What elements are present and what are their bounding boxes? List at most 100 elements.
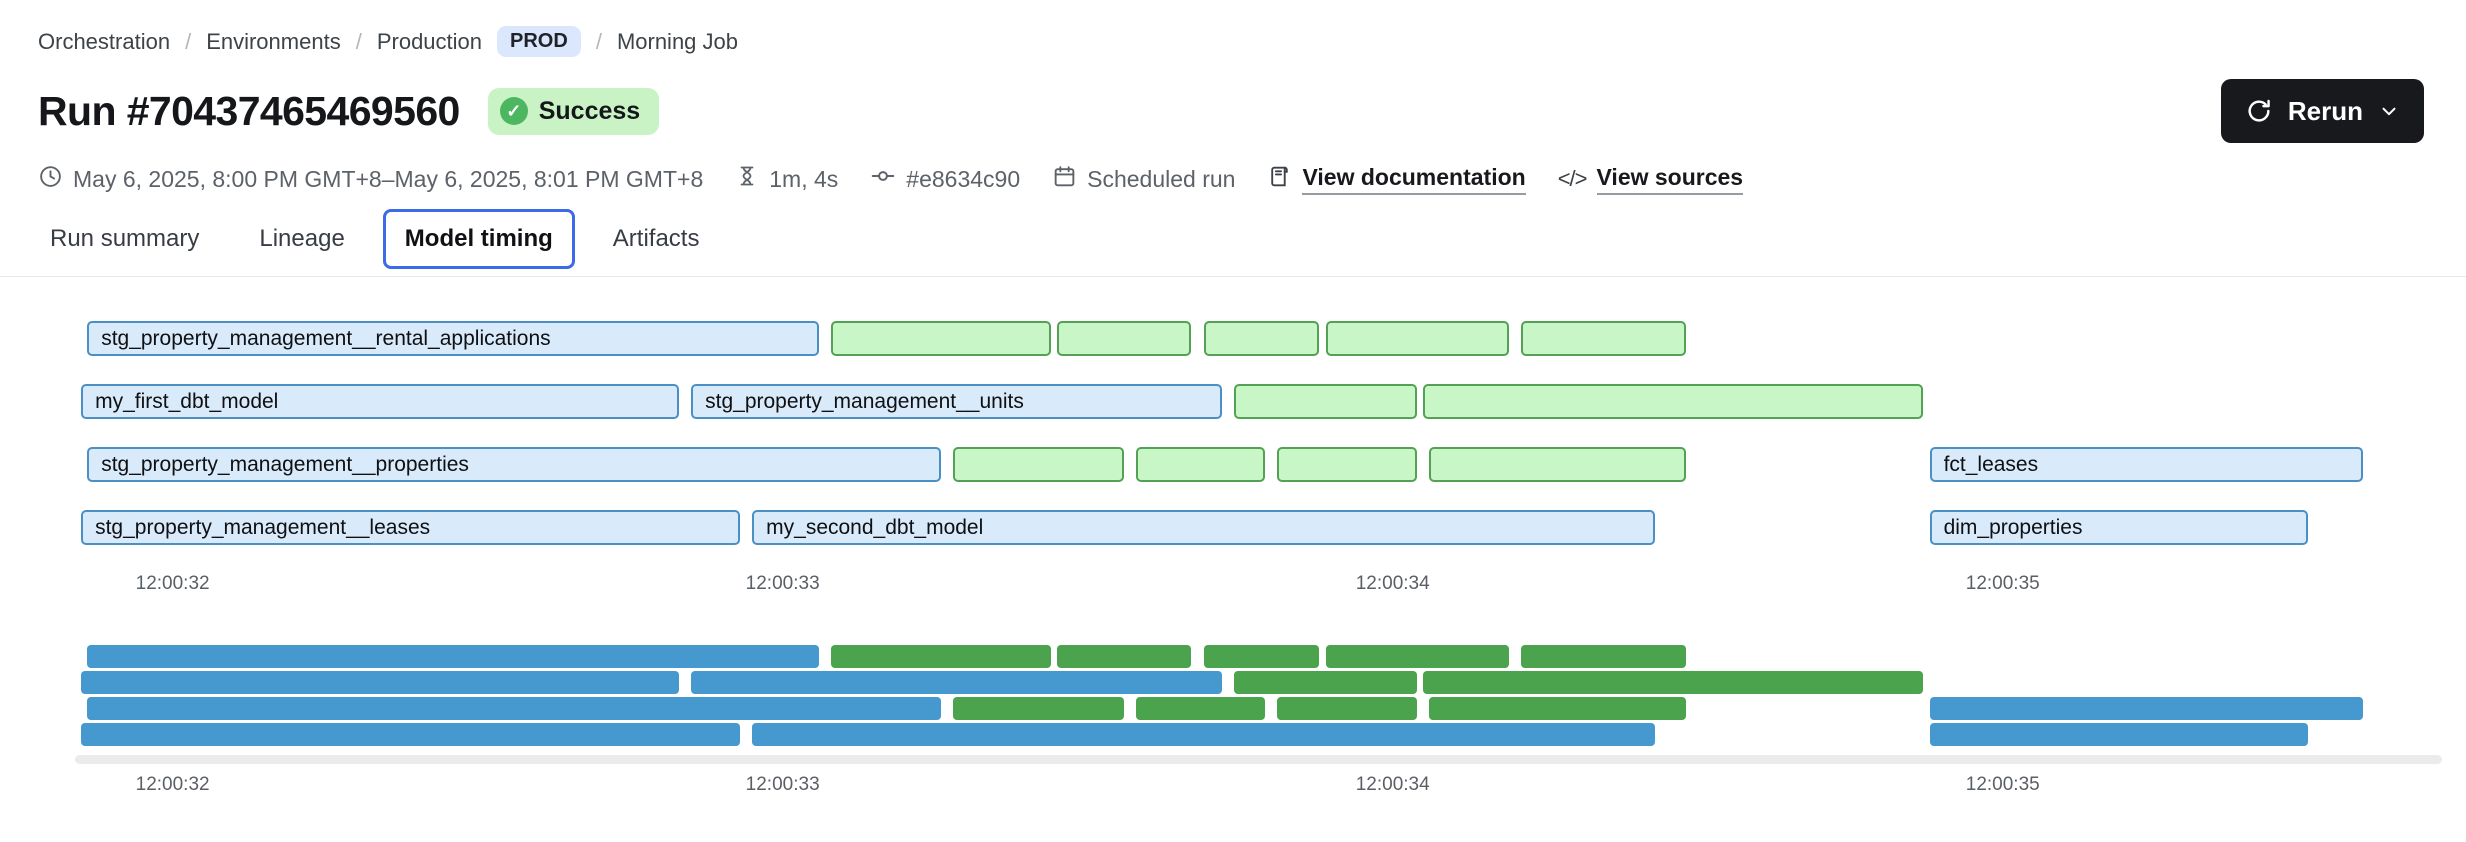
run-metadata: May 6, 2025, 8:00 PM GMT+8–May 6, 2025, … [0, 143, 2466, 195]
run-trigger: Scheduled run [1052, 164, 1235, 195]
rerun-button[interactable]: Rerun [2220, 79, 2424, 143]
minimap-model-bar[interactable] [691, 671, 1222, 694]
chevron-down-icon[interactable] [2378, 100, 2400, 122]
time-tick-label: 12:00:32 [135, 774, 210, 795]
step-bar[interactable] [1234, 384, 1418, 419]
tab-bar: Run summary Lineage Model timing Artifac… [0, 195, 2466, 277]
tab-model-timing[interactable]: Model timing [382, 209, 575, 269]
step-bar[interactable] [1136, 447, 1265, 482]
minimap-step-bar[interactable] [1276, 697, 1418, 720]
time-tick-label: 12:00:34 [1355, 774, 1430, 795]
breadcrumb-production[interactable]: Production [376, 28, 483, 54]
rerun-label: Rerun [2287, 95, 2363, 126]
title-group: Run #70437465469560 ✓ Success [38, 87, 660, 135]
step-bar[interactable] [831, 321, 1052, 356]
view-sources-label: View sources [1596, 164, 1744, 195]
minimap-model-bar[interactable] [1929, 697, 2363, 720]
step-bar[interactable] [1429, 447, 1686, 482]
model-bar-label: stg_property_management__units [705, 389, 1024, 413]
minimap-row [75, 697, 2442, 720]
minimap-model-bar[interactable] [752, 723, 1655, 746]
time-tick-label: 12:00:32 [135, 573, 210, 594]
clock-icon [38, 164, 63, 195]
model-bar[interactable]: my_second_dbt_model [752, 510, 1655, 545]
time-tick-label: 12:00:33 [745, 774, 820, 795]
model-bar-label: stg_property_management__rental_applicat… [101, 326, 551, 350]
model-bar[interactable]: dim_properties [1929, 510, 2308, 545]
minimap-model-bar[interactable] [87, 645, 820, 668]
run-time-range: May 6, 2025, 8:00 PM GMT+8–May 6, 2025, … [38, 164, 703, 195]
minimap-row [75, 671, 2442, 694]
run-trigger-label: Scheduled run [1087, 165, 1236, 192]
hourglass-icon [735, 164, 759, 194]
view-documentation-label: View documentation [1302, 164, 1526, 195]
minimap-step-bar[interactable] [1325, 645, 1509, 668]
refresh-icon [2245, 97, 2273, 125]
environment-badge: PROD [497, 26, 581, 57]
time-axis-top: 12:00:32 12:00:33 12:00:34 12:00:35 [75, 573, 2442, 599]
calendar-icon [1052, 164, 1077, 195]
commit-hash-label: #e8634c90 [906, 165, 1021, 192]
model-bar-label: my_first_dbt_model [95, 389, 279, 413]
model-bar[interactable]: stg_property_management__units [691, 384, 1222, 419]
view-sources-link[interactable]: </> View sources [1558, 164, 1744, 195]
breadcrumb-environments[interactable]: Environments [206, 28, 341, 54]
step-bar[interactable] [953, 447, 1125, 482]
minimap-model-bar[interactable] [1929, 723, 2308, 746]
gantt-row: stg_property_management__leases my_second… [75, 510, 2442, 545]
minimap-step-bar[interactable] [831, 645, 1052, 668]
step-bar[interactable] [1057, 321, 1192, 356]
model-bar[interactable]: fct_leases [1929, 447, 2363, 482]
minimap-model-bar[interactable] [81, 723, 740, 746]
run-duration-label: 1m, 4s [769, 165, 839, 192]
step-bar[interactable] [1520, 321, 1686, 356]
minimap-step-bar[interactable] [1234, 671, 1418, 694]
step-bar[interactable] [1203, 321, 1320, 356]
minimap-step-bar[interactable] [1429, 697, 1686, 720]
tab-lineage[interactable]: Lineage [259, 225, 345, 252]
gantt-row: stg_property_management__rental_applicat… [75, 321, 2442, 356]
model-bar-label: fct_leases [1943, 452, 2039, 476]
breadcrumb-morning-job[interactable]: Morning Job [616, 28, 739, 54]
gantt-row: stg_property_management__properties fct_l… [75, 447, 2442, 482]
page-title: Run #70437465469560 [38, 87, 460, 134]
check-icon: ✓ [499, 97, 528, 125]
time-tick-label: 12:00:35 [1965, 573, 2040, 594]
breadcrumb-orchestration[interactable]: Orchestration [38, 28, 171, 54]
tab-run-summary[interactable]: Run summary [50, 225, 200, 252]
step-bar[interactable] [1276, 447, 1418, 482]
model-bar-label: my_second_dbt_model [766, 515, 984, 539]
tab-artifacts[interactable]: Artifacts [612, 225, 700, 252]
breadcrumb: Orchestration / Environments / Productio… [0, 0, 2466, 57]
step-bar[interactable] [1423, 384, 1924, 419]
time-tick-label: 12:00:33 [745, 573, 820, 594]
minimap-row [75, 723, 2442, 746]
minimap-step-bar[interactable] [1520, 645, 1686, 668]
minimap-step-bar[interactable] [1057, 645, 1192, 668]
minimap-step-bar[interactable] [1423, 671, 1924, 694]
model-bar[interactable]: stg_property_management__leases [81, 510, 740, 545]
model-bar-label: stg_property_management__properties [101, 452, 469, 476]
breadcrumb-separator: / [355, 28, 362, 54]
view-documentation-link[interactable]: View documentation [1267, 164, 1526, 195]
minimap-model-bar[interactable] [87, 697, 942, 720]
minimap-row [75, 645, 2442, 668]
minimap-scrollbar[interactable] [75, 755, 2442, 764]
model-timing-panel: stg_property_management__rental_applicat… [75, 321, 2442, 800]
run-time-range-label: May 6, 2025, 8:00 PM GMT+8–May 6, 2025, … [73, 165, 704, 192]
time-tick-label: 12:00:34 [1355, 573, 1430, 594]
status-badge: ✓ Success [487, 87, 660, 135]
gantt-row: my_first_dbt_model stg_property_managemen… [75, 384, 2442, 419]
model-bar[interactable]: stg_property_management__rental_applicat… [87, 321, 820, 356]
time-tick-label: 12:00:35 [1965, 774, 2040, 795]
commit-icon [870, 163, 896, 195]
minimap-step-bar[interactable] [953, 697, 1125, 720]
minimap-step-bar[interactable] [1203, 645, 1320, 668]
time-axis-bottom: 12:00:32 12:00:33 12:00:34 12:00:35 [75, 774, 2442, 800]
model-bar-label: stg_property_management__leases [95, 515, 431, 539]
minimap-model-bar[interactable] [81, 671, 679, 694]
step-bar[interactable] [1325, 321, 1509, 356]
model-bar[interactable]: stg_property_management__properties [87, 447, 942, 482]
minimap-step-bar[interactable] [1136, 697, 1265, 720]
model-bar[interactable]: my_first_dbt_model [81, 384, 679, 419]
